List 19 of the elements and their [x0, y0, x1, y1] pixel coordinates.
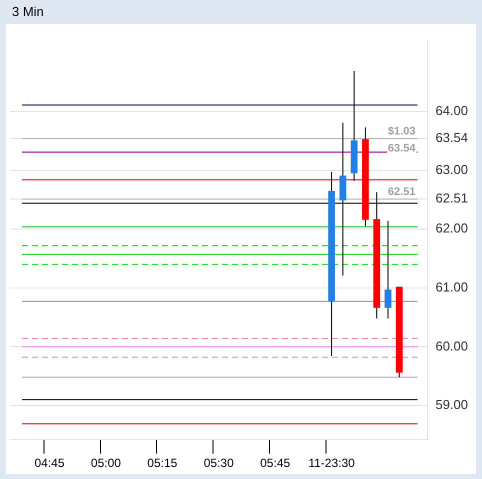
candlestick [384, 220, 392, 319]
y-tick-label: 59.00 [435, 397, 468, 412]
x-tick-label: 05:30 [204, 456, 234, 470]
x-tick-label: 04:45 [34, 456, 65, 470]
y-tick-label: 60.00 [435, 338, 468, 354]
x-tick-label: 11-23:30 [308, 456, 356, 470]
annotation: 62.51 [388, 186, 416, 198]
y-tick-label: 64.00 [435, 103, 468, 118]
y-tick-label: 63.00 [435, 162, 468, 177]
x-tick-label: 05:15 [147, 456, 178, 470]
y-tick-label: 63.54 [435, 130, 468, 146]
y-tick-label: 61.00 [435, 279, 468, 294]
chart-title: 3 Min [12, 4, 44, 19]
y-tick-label: 62.00 [435, 220, 468, 236]
x-tick-label: 05:45 [260, 456, 290, 470]
y-tick-label: 62.51 [435, 190, 468, 206]
annotation: 63.54 [388, 142, 416, 155]
x-tick-label: 05:00 [90, 456, 122, 470]
annotation: $1.03 [388, 126, 416, 138]
